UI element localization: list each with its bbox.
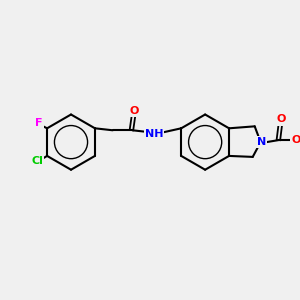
Text: NH: NH (145, 129, 163, 139)
Text: O: O (130, 106, 139, 116)
Text: O: O (291, 135, 300, 145)
Text: N: N (257, 137, 266, 147)
Text: Cl: Cl (31, 156, 43, 166)
Text: O: O (277, 114, 286, 124)
Text: F: F (35, 118, 43, 128)
